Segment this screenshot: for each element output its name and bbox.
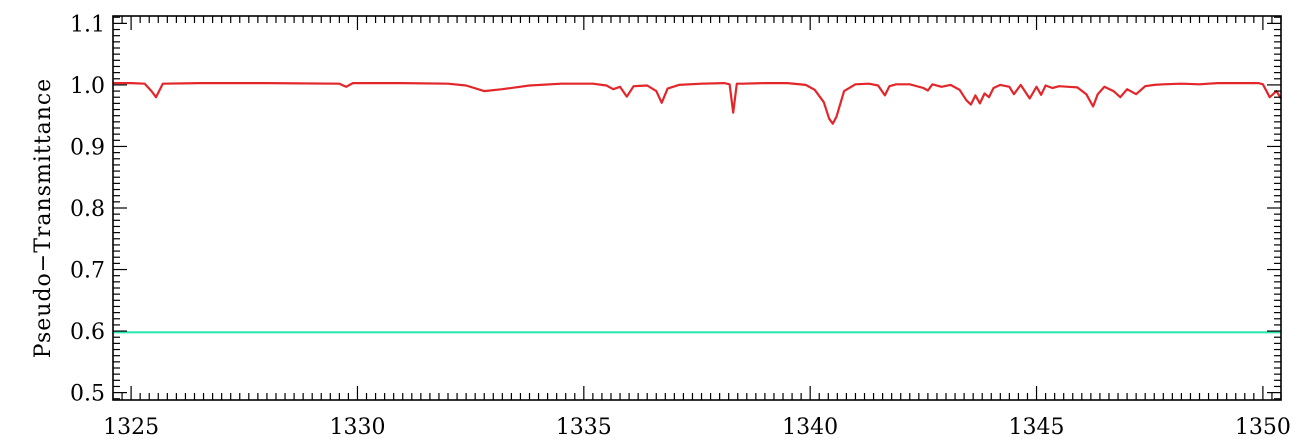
x-tick-label: 1330 <box>329 415 385 440</box>
y-tick-label: 1.0 <box>70 74 105 99</box>
y-tick-label: 0.6 <box>70 320 105 345</box>
ticks-layer <box>112 16 1282 400</box>
series-layer <box>113 82 1282 334</box>
y-tick-label: 1.1 <box>70 12 105 37</box>
x-tick-label: 1325 <box>103 415 159 440</box>
x-tick-label: 1345 <box>1009 415 1065 440</box>
y-tick-label: 0.8 <box>70 197 105 222</box>
tick-labels: 1325 1330 1335 1340 1345 1350 0.5 0.6 0.7 0.8 0.9 1… <box>70 12 1291 440</box>
y-tick-label: 0.5 <box>70 382 105 407</box>
y-tick-label: 0.7 <box>70 259 105 284</box>
x-tick-label: 1335 <box>556 415 612 440</box>
x-tick-label: 1340 <box>782 415 838 440</box>
y-axis-title: Pseudo−Transmittance <box>31 78 56 358</box>
y-tick-label: 0.9 <box>70 135 105 160</box>
x-tick-label: 1350 <box>1235 415 1291 440</box>
plot-frame <box>112 15 1282 401</box>
series-line-0 <box>113 82 1282 125</box>
